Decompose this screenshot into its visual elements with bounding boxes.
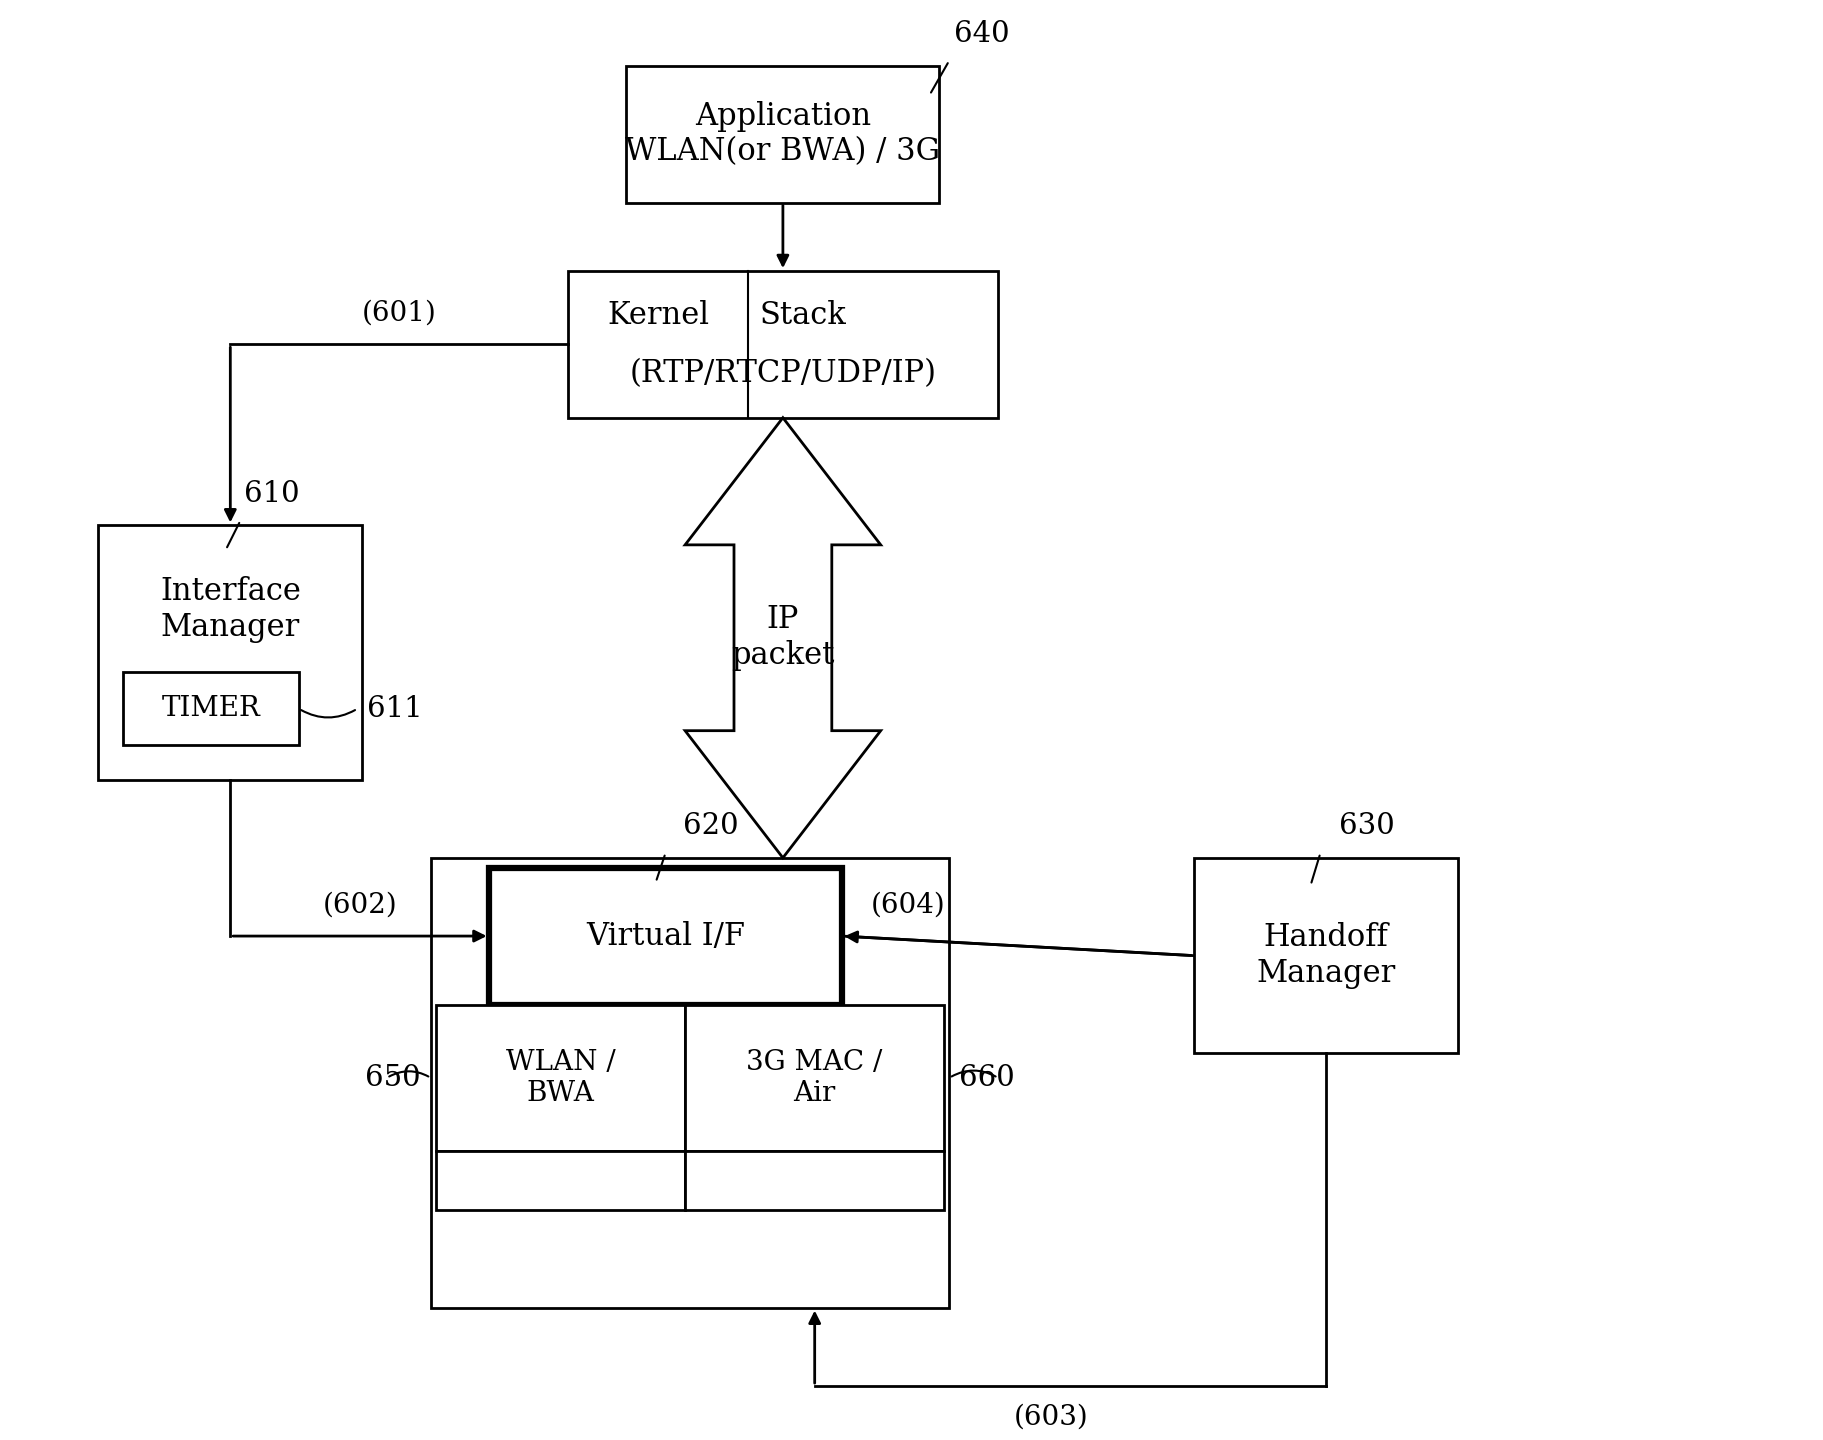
Bar [685,1005,944,1151]
Bar [436,1151,685,1210]
Text: WLAN /
BWA: WLAN / BWA [505,1048,614,1107]
Bar [436,1005,685,1151]
Text: 610: 610 [244,480,299,508]
Text: IP
packet: IP packet [731,605,835,671]
Text: (603): (603) [1014,1404,1087,1430]
Text: 3G MAC /
Air: 3G MAC / Air [746,1048,882,1107]
Bar [685,1151,944,1210]
Bar [489,868,840,1005]
Bar [122,672,299,746]
Text: (602): (602) [323,891,397,919]
Bar [625,66,939,203]
Text: 630: 630 [1338,812,1395,840]
Text: Stack: Stack [758,300,846,331]
Text: Interface
Manager: Interface Manager [160,576,301,642]
Text: (604): (604) [870,891,944,919]
Text: Application
WLAN(or BWA) / 3G: Application WLAN(or BWA) / 3G [625,101,941,167]
Text: 640: 640 [953,20,1010,48]
Text: (601): (601) [361,300,436,327]
Text: 650: 650 [365,1064,421,1092]
Text: 660: 660 [959,1064,1014,1092]
Bar [1192,858,1457,1054]
Bar [567,271,997,418]
Text: Handoff
Manager: Handoff Manager [1256,922,1395,989]
Bar [98,526,363,779]
Text: 611: 611 [366,694,423,723]
Polygon shape [685,418,881,858]
Text: TIMER: TIMER [160,696,261,723]
Text: 620: 620 [684,812,738,840]
Bar [430,858,948,1308]
Text: (RTP/RTCP/UDP/IP): (RTP/RTCP/UDP/IP) [629,359,935,389]
Text: Kernel: Kernel [607,300,709,331]
Text: Virtual I/F: Virtual I/F [585,920,744,952]
